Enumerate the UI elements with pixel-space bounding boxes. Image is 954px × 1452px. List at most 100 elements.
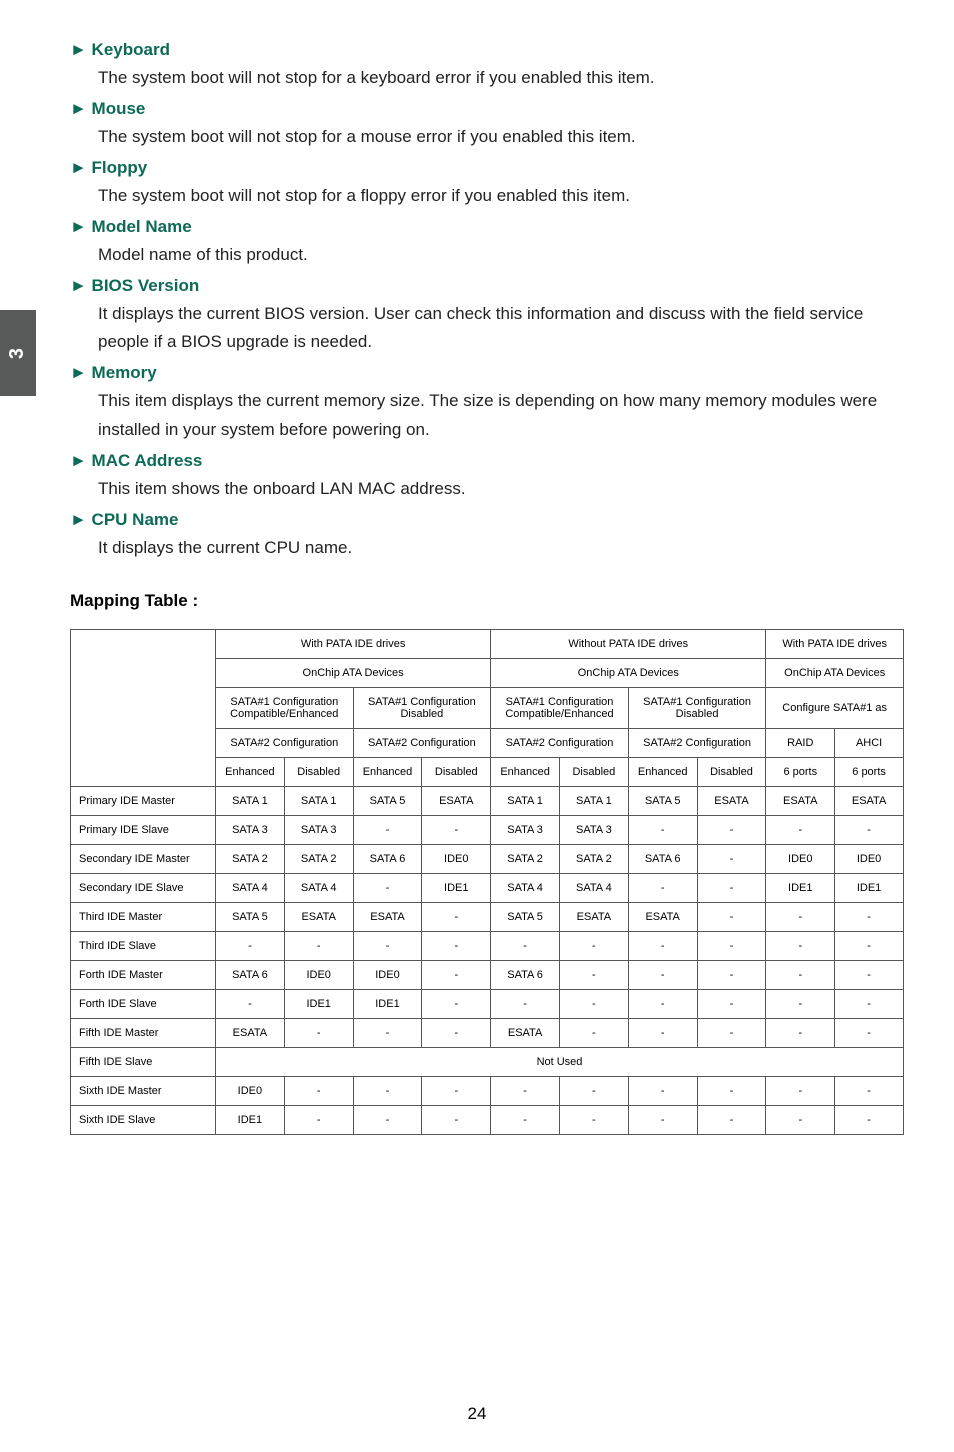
table-row-label: Fifth IDE Slave	[71, 1047, 216, 1076]
table-header: Without PATA IDE drives	[491, 629, 766, 658]
table-cell: -	[697, 815, 766, 844]
table-header: Disabled	[697, 757, 766, 786]
table-cell: -	[284, 931, 353, 960]
table-header: OnChip ATA Devices	[491, 658, 766, 687]
section-floppy: ► Floppy The system boot will not stop f…	[70, 158, 904, 211]
table-cell: -	[766, 1105, 835, 1134]
table-cell: SATA 1	[284, 786, 353, 815]
table-header: SATA#1 Configuration Disabled	[628, 687, 766, 728]
table-cell: SATA 2	[284, 844, 353, 873]
section-body: The system boot will not stop for a keyb…	[98, 64, 904, 93]
table-header: Enhanced	[353, 757, 422, 786]
table-cell: -	[559, 1018, 628, 1047]
table-cell: -	[697, 960, 766, 989]
table-cell: IDE1	[216, 1105, 285, 1134]
table-cell: IDE1	[766, 873, 835, 902]
table-row-label: Sixth IDE Slave	[71, 1105, 216, 1134]
table-row-label: Fifth IDE Master	[71, 1018, 216, 1047]
table-row-label: Forth IDE Master	[71, 960, 216, 989]
chapter-tab: 3	[0, 310, 36, 396]
section-title: ► Model Name	[70, 217, 904, 237]
section-title: ► Memory	[70, 363, 904, 383]
table-header: 6 ports	[835, 757, 904, 786]
table-cell: IDE1	[835, 873, 904, 902]
table-cell: ESATA	[766, 786, 835, 815]
section-title: ► CPU Name	[70, 510, 904, 530]
table-cell: -	[628, 815, 697, 844]
section-body: It displays the current BIOS version. Us…	[98, 300, 904, 358]
table-row-label: Primary IDE Slave	[71, 815, 216, 844]
table-cell: -	[835, 960, 904, 989]
section-body: Model name of this product.	[98, 241, 904, 270]
table-cell: SATA 5	[216, 902, 285, 931]
table-header: OnChip ATA Devices	[766, 658, 904, 687]
table-cell: -	[697, 989, 766, 1018]
table-cell: SATA 5	[353, 786, 422, 815]
table-row-label: Third IDE Master	[71, 902, 216, 931]
table-header: With PATA IDE drives	[766, 629, 904, 658]
table-cell: -	[697, 931, 766, 960]
table-header: Enhanced	[216, 757, 285, 786]
table-cell: -	[766, 902, 835, 931]
table-cell: SATA 6	[353, 844, 422, 873]
table-cell: IDE0	[284, 960, 353, 989]
table-cell: -	[697, 873, 766, 902]
table-cell: -	[835, 815, 904, 844]
table-row-label: Sixth IDE Master	[71, 1076, 216, 1105]
table-cell: -	[284, 1105, 353, 1134]
table-cell: -	[353, 1018, 422, 1047]
table-cell: -	[628, 1018, 697, 1047]
section-cpu-name: ► CPU Name It displays the current CPU n…	[70, 510, 904, 563]
table-cell: SATA 4	[559, 873, 628, 902]
table-cell: -	[422, 815, 491, 844]
section-title: ► BIOS Version	[70, 276, 904, 296]
table-cell: -	[216, 931, 285, 960]
table-cell: ESATA	[697, 786, 766, 815]
table-cell: IDE0	[766, 844, 835, 873]
table-cell: ESATA	[422, 786, 491, 815]
table-cell: SATA 6	[491, 960, 560, 989]
table-cell: -	[835, 989, 904, 1018]
table-cell: -	[422, 931, 491, 960]
table-cell: SATA 5	[491, 902, 560, 931]
table-header: AHCI	[835, 728, 904, 757]
table-header: SATA#2 Configuration	[491, 728, 629, 757]
section-keyboard: ► Keyboard The system boot will not stop…	[70, 40, 904, 93]
table-cell: IDE0	[835, 844, 904, 873]
table-cell: ESATA	[353, 902, 422, 931]
table-cell: -	[628, 960, 697, 989]
table-cell: -	[697, 1018, 766, 1047]
table-cell: -	[491, 1076, 560, 1105]
table-cell: SATA 2	[559, 844, 628, 873]
table-cell: -	[353, 931, 422, 960]
table-header: Disabled	[422, 757, 491, 786]
section-title: ► MAC Address	[70, 451, 904, 471]
page-number: 24	[0, 1404, 954, 1424]
table-header: Disabled	[559, 757, 628, 786]
table-cell: IDE1	[284, 989, 353, 1018]
table-cell: Not Used	[216, 1047, 904, 1076]
table-row-label: Secondary IDE Slave	[71, 873, 216, 902]
section-mouse: ► Mouse The system boot will not stop fo…	[70, 99, 904, 152]
table-cell: SATA 1	[559, 786, 628, 815]
table-cell: SATA 4	[491, 873, 560, 902]
table-cell: ESATA	[284, 902, 353, 931]
table-cell: -	[835, 931, 904, 960]
table-cell: -	[422, 960, 491, 989]
table-header: SATA#2 Configuration	[628, 728, 766, 757]
table-cell: -	[422, 1018, 491, 1047]
section-title: ► Floppy	[70, 158, 904, 178]
table-cell: ESATA	[559, 902, 628, 931]
table-cell: -	[491, 1105, 560, 1134]
section-body: This item shows the onboard LAN MAC addr…	[98, 475, 904, 504]
table-cell: -	[559, 989, 628, 1018]
table-cell: -	[284, 1076, 353, 1105]
table-cell: ESATA	[216, 1018, 285, 1047]
table-cell: -	[697, 1105, 766, 1134]
table-cell: -	[559, 1105, 628, 1134]
table-cell: -	[628, 1076, 697, 1105]
table-cell: -	[835, 1018, 904, 1047]
mapping-table: With PATA IDE drives Without PATA IDE dr…	[70, 629, 904, 1135]
table-header: SATA#1 Configuration Disabled	[353, 687, 491, 728]
table-header: Disabled	[284, 757, 353, 786]
